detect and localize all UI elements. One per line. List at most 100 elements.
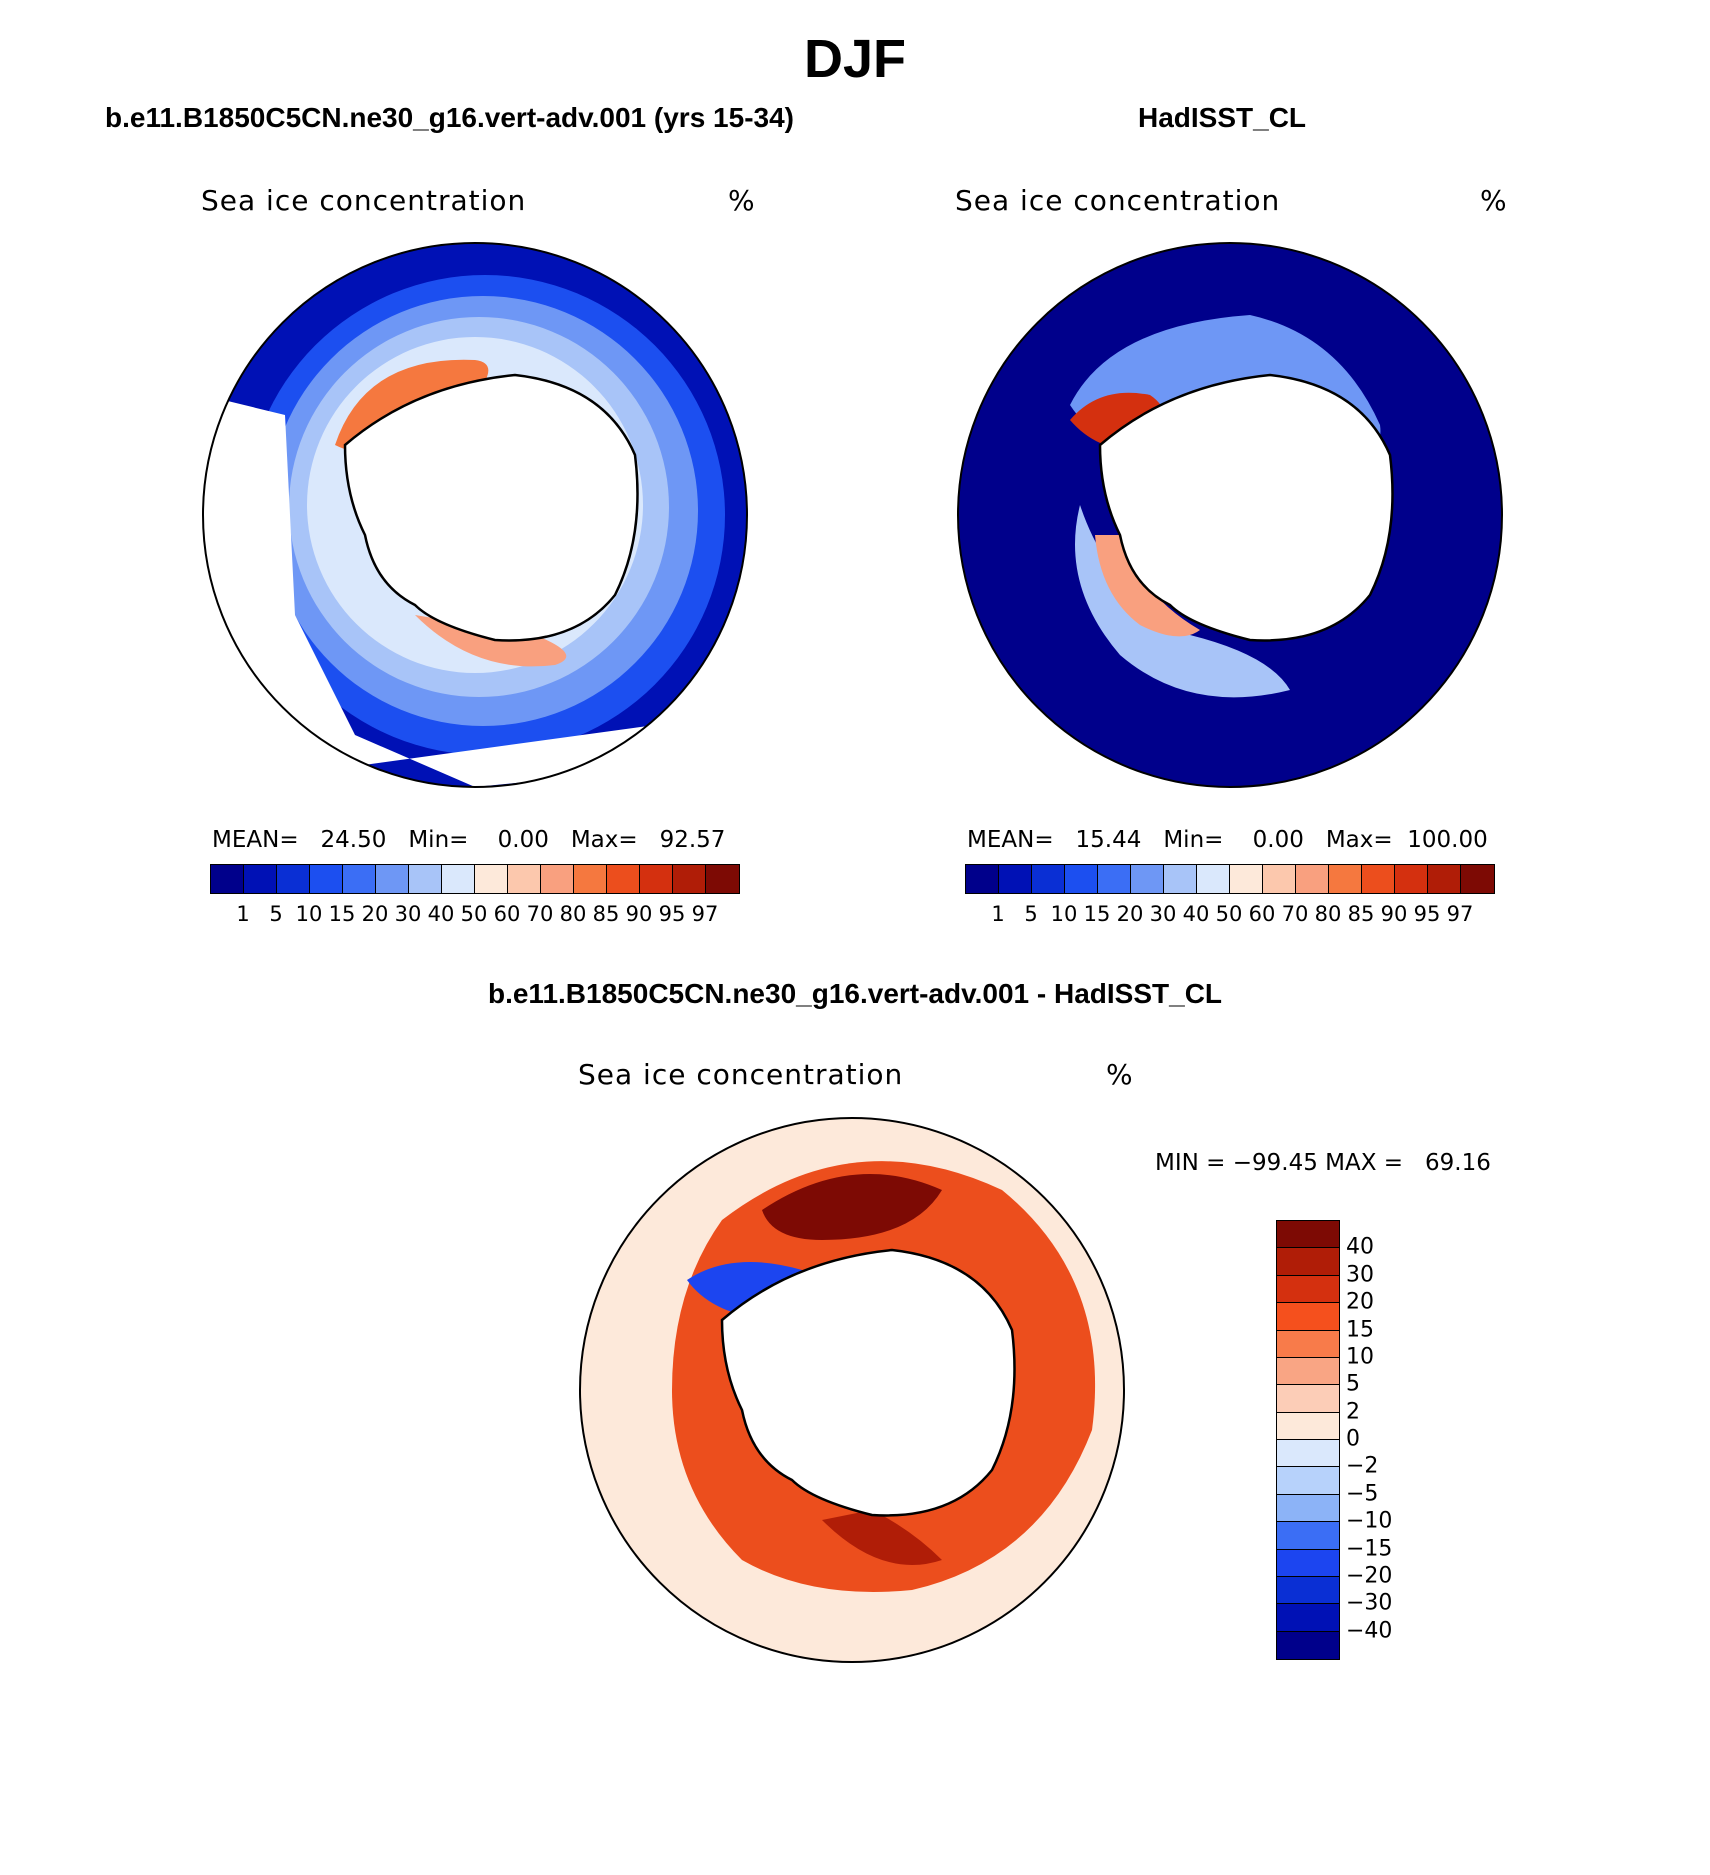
diff-colorbar-swatch xyxy=(1277,1248,1339,1276)
diff-colorbar-tick-label: 30 xyxy=(1346,1262,1374,1288)
positive-anomaly-band xyxy=(762,1174,942,1240)
colorbar-tick-label: 40 xyxy=(1182,902,1210,926)
colorbar-tick-label: 95 xyxy=(1413,902,1441,926)
diff-colorbar-tick-label: 2 xyxy=(1346,1399,1360,1425)
colorbar-tick-label: 50 xyxy=(460,902,488,926)
diff-colorbar-tick-label: −10 xyxy=(1346,1508,1393,1534)
colorbar-tick-label: 1 xyxy=(991,902,1005,926)
diff-colorbar-tick-label: 10 xyxy=(1346,1344,1374,1370)
diff-colorbar-swatch xyxy=(1277,1604,1339,1632)
colorbar-swatch xyxy=(1164,865,1197,893)
diff-range-text: MIN = −99.45 MAX = 69.16 xyxy=(1155,1150,1491,1176)
colorbar-swatch xyxy=(1428,865,1461,893)
colorbar-swatch xyxy=(1131,865,1164,893)
colorbar-swatch xyxy=(343,865,376,893)
colorbar-tick-label: 1 xyxy=(236,902,250,926)
colorbar-swatch xyxy=(1461,865,1494,893)
obs-units-label: % xyxy=(1480,184,1508,217)
mean-label: MEAN= xyxy=(967,827,1054,853)
colorbar-swatch xyxy=(475,865,508,893)
contour-band xyxy=(1075,505,1290,698)
diff-units-label: % xyxy=(1106,1058,1134,1091)
obs-polar-map xyxy=(957,242,1503,788)
colorbar-swatch xyxy=(1329,865,1362,893)
mean-label: MEAN= xyxy=(212,827,299,853)
map-boundary xyxy=(202,242,748,788)
obs-colorbar-ticks: 1 5 10 15 20 30 40 50 60 70 80 85 90 95 97 xyxy=(965,902,1493,930)
colorbar-swatch xyxy=(1032,865,1065,893)
colorbar-tick-label: 95 xyxy=(658,902,686,926)
diff-colorbar-swatch xyxy=(1277,1221,1339,1249)
colorbar-swatch xyxy=(277,865,310,893)
diff-colorbar-swatch xyxy=(1277,1357,1339,1386)
colorbar-swatch xyxy=(1230,865,1263,893)
colorbar-swatch xyxy=(1197,865,1230,893)
map-boundary xyxy=(579,1117,1125,1663)
colorbar-tick-label: 10 xyxy=(295,902,323,926)
colorbar-tick-label: 15 xyxy=(328,902,356,926)
colorbar-tick-label: 97 xyxy=(691,902,719,926)
antarctica-land xyxy=(343,373,639,642)
colorbar-swatch xyxy=(574,865,607,893)
antarctica-land xyxy=(720,1248,1016,1517)
max-label: Max= xyxy=(570,827,638,853)
colorbar-swatch xyxy=(1395,865,1428,893)
colorbar-tick-label: 40 xyxy=(427,902,455,926)
colorbar-tick-label: 50 xyxy=(1215,902,1243,926)
diff-colorbar-swatch xyxy=(1277,1303,1339,1331)
diff-colorbar-swatch xyxy=(1277,1576,1339,1605)
diff-variable-label: Sea ice concentration xyxy=(578,1058,904,1091)
obs-variable-label: Sea ice concentration xyxy=(955,184,1281,217)
colorbar-swatch xyxy=(607,865,640,893)
colorbar-swatch xyxy=(1362,865,1395,893)
diff-colorbar-swatch xyxy=(1277,1412,1339,1440)
diff-colorbar-swatch xyxy=(1277,1330,1339,1358)
colorbar-swatch xyxy=(966,865,999,893)
colorbar-tick-label: 80 xyxy=(1314,902,1342,926)
colorbar-tick-label: 70 xyxy=(1281,902,1309,926)
colorbar-tick-label: 85 xyxy=(1347,902,1375,926)
diff-colorbar-tick-label: −20 xyxy=(1346,1563,1393,1589)
colorbar-swatch xyxy=(541,865,574,893)
colorbar-tick-label: 30 xyxy=(394,902,422,926)
colorbar-swatch xyxy=(211,865,244,893)
diff-colorbar-swatch xyxy=(1277,1494,1339,1523)
model-colorbar-ticks: 1 5 10 15 20 30 40 50 60 70 80 85 90 95 97 xyxy=(210,902,738,930)
colorbar-swatch xyxy=(244,865,277,893)
map-boundary xyxy=(957,242,1503,788)
diff-colorbar-tick-label: 0 xyxy=(1346,1426,1360,1452)
model-panel-title: b.e11.B1850C5CN.ne30_g16.vert-adv.001 (y… xyxy=(105,102,794,133)
diff-colorbar-swatch xyxy=(1277,1631,1339,1659)
obs-panel-title: HadISST_CL xyxy=(1138,102,1307,133)
colorbar-swatch xyxy=(1065,865,1098,893)
min-value: 0.00 xyxy=(1252,827,1304,853)
model-units-label: % xyxy=(728,184,756,217)
model-colorbar xyxy=(210,864,740,894)
colorbar-tick-label: 20 xyxy=(361,902,389,926)
colorbar-tick-label: 10 xyxy=(1050,902,1078,926)
colorbar-tick-label: 90 xyxy=(1380,902,1408,926)
colorbar-swatch xyxy=(1098,865,1131,893)
colorbar-tick-label: 60 xyxy=(1248,902,1276,926)
diff-colorbar-swatch xyxy=(1277,1467,1339,1495)
diff-colorbar-tick-label: −40 xyxy=(1346,1618,1393,1644)
colorbar-swatch xyxy=(706,865,739,893)
colorbar-tick-label: 97 xyxy=(1446,902,1474,926)
diff-colorbar-swatch xyxy=(1277,1522,1339,1550)
colorbar-swatch xyxy=(376,865,409,893)
diff-colorbar-swatch xyxy=(1277,1275,1339,1304)
diff-colorbar-tick-label: −2 xyxy=(1346,1453,1379,1479)
colorbar-tick-label: 15 xyxy=(1083,902,1111,926)
colorbar-tick-label: 30 xyxy=(1149,902,1177,926)
colorbar-tick-label: 5 xyxy=(269,902,283,926)
colorbar-tick-label: 85 xyxy=(592,902,620,926)
diff-colorbar-tick-label: 20 xyxy=(1346,1289,1374,1315)
diff-colorbar-swatch xyxy=(1277,1549,1339,1577)
min-label: Min= xyxy=(1163,827,1224,853)
max-label: Max= xyxy=(1325,827,1393,853)
obs-stats: MEAN= 15.44 Min= 0.00 Max= 100.00 xyxy=(967,827,1488,853)
diff-colorbar-tick-label: −30 xyxy=(1346,1590,1393,1616)
mean-value: 24.50 xyxy=(320,827,387,853)
model-variable-label: Sea ice concentration xyxy=(201,184,527,217)
colorbar-tick-label: 80 xyxy=(559,902,587,926)
